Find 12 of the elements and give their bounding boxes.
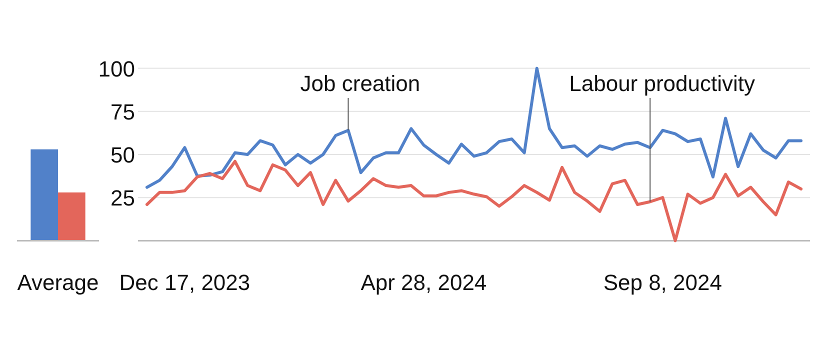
x-tick-label: Sep 8, 2024: [603, 270, 722, 295]
line-series: [145, 66, 803, 189]
annotation: Labour productivity: [569, 71, 756, 96]
annotation: Job creation: [300, 71, 420, 96]
x-tick-label: Dec 17, 2023: [119, 270, 250, 295]
line-series: [145, 160, 803, 242]
y-tick-label: 100: [98, 56, 135, 82]
y-tick-label: 50: [110, 142, 135, 168]
x-tick-label: Apr 28, 2024: [360, 270, 487, 295]
y-tick-label: 25: [110, 186, 135, 211]
x-tick-label: Average: [17, 270, 99, 295]
y-tick-label: 75: [110, 99, 135, 124]
